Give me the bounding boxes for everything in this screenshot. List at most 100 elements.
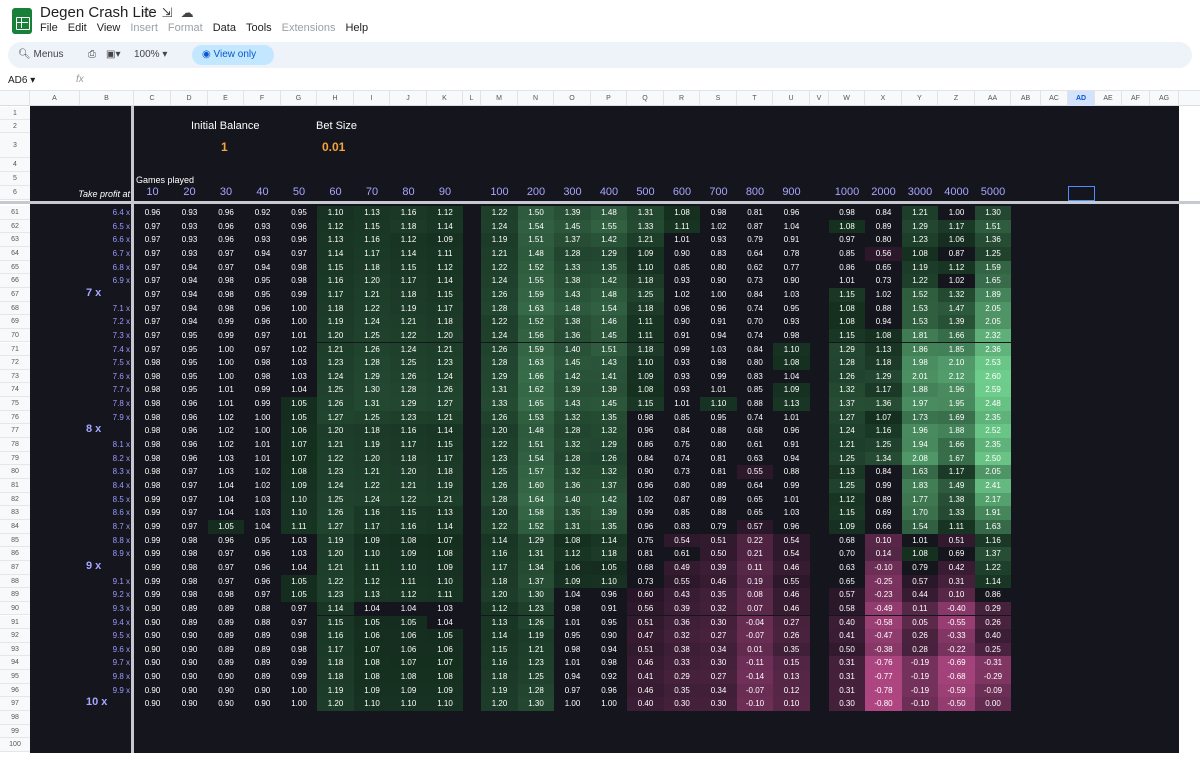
take-profit-multiplier[interactable]: 7.2 x: [112, 317, 130, 327]
result-cell[interactable]: 1.04: [291, 562, 307, 572]
result-cell[interactable]: 0.99: [218, 330, 234, 340]
result-cell[interactable]: 0.78: [783, 248, 800, 258]
result-cell[interactable]: 1.32: [554, 438, 591, 452]
result-cell[interactable]: 0.89: [218, 631, 234, 641]
row-header[interactable]: 71: [0, 342, 30, 357]
menu-help[interactable]: Help: [345, 22, 369, 34]
take-profit-multiplier[interactable]: 8.8 x: [112, 535, 130, 545]
result-cell[interactable]: 1.12: [317, 219, 354, 234]
menu-data[interactable]: Data: [212, 22, 236, 34]
result-cell[interactable]: 1.27: [829, 410, 865, 425]
result-cell[interactable]: 1.05: [390, 615, 427, 630]
result-cell[interactable]: 1.23: [317, 356, 354, 370]
result-cell[interactable]: 1.22: [317, 451, 354, 466]
result-cell[interactable]: 0.70: [747, 317, 763, 327]
result-cell[interactable]: 0.97: [144, 276, 161, 286]
result-cell[interactable]: 1.29: [518, 533, 554, 548]
row-header[interactable]: 84: [0, 519, 30, 534]
result-cell[interactable]: 0.93: [674, 358, 690, 368]
row-header[interactable]: 76: [0, 410, 30, 425]
result-cell[interactable]: 1.23: [902, 233, 938, 247]
result-cell[interactable]: 0.97: [181, 467, 198, 477]
result-cell[interactable]: 1.97: [902, 397, 938, 411]
result-cell[interactable]: 0.89: [254, 658, 271, 668]
result-cell[interactable]: 1.09: [554, 574, 591, 589]
result-cell[interactable]: 1.26: [591, 451, 627, 466]
result-cell[interactable]: 1.11: [427, 588, 463, 602]
result-cell[interactable]: 0.83: [747, 371, 763, 381]
result-cell[interactable]: 1.14: [317, 246, 354, 261]
result-cell[interactable]: 0.46: [627, 656, 664, 671]
result-cell[interactable]: 1.20: [481, 588, 518, 602]
result-cell[interactable]: 1.25: [390, 356, 427, 370]
row-header[interactable]: 93: [0, 642, 30, 657]
result-cell[interactable]: 1.15: [829, 506, 865, 520]
result-cell[interactable]: 1.28: [481, 356, 518, 370]
result-cell[interactable]: 0.83: [710, 248, 727, 258]
row-header[interactable]: 6: [0, 186, 30, 200]
column-header-af[interactable]: AF: [1122, 91, 1150, 106]
result-cell[interactable]: -0.58: [865, 615, 902, 630]
result-cell[interactable]: 0.73: [747, 276, 763, 286]
result-cell[interactable]: 0.75: [674, 440, 690, 450]
result-cell[interactable]: 0.96: [254, 549, 271, 559]
result-cell[interactable]: 2.35: [975, 438, 1011, 452]
take-profit-multiplier[interactable]: 7.8 x: [112, 399, 130, 409]
take-profit-multiplier[interactable]: 8.7 x: [112, 521, 130, 531]
result-cell[interactable]: 0.96: [181, 453, 198, 463]
result-cell[interactable]: 1.09: [829, 519, 865, 534]
result-cell[interactable]: 1.25: [518, 670, 554, 684]
result-cell[interactable]: 1.45: [591, 397, 627, 411]
result-cell[interactable]: 0.95: [181, 385, 198, 395]
result-cell[interactable]: 1.23: [427, 356, 463, 370]
result-cell[interactable]: 0.98: [291, 644, 307, 654]
result-cell[interactable]: 1.15: [829, 287, 865, 302]
result-cell[interactable]: 1.10: [627, 356, 664, 370]
result-cell[interactable]: 0.96: [254, 576, 271, 586]
menu-edit[interactable]: Edit: [67, 22, 87, 34]
result-cell[interactable]: 1.04: [218, 494, 234, 504]
row-header[interactable]: 82: [0, 492, 30, 507]
result-cell[interactable]: 1.05: [354, 615, 390, 630]
result-cell[interactable]: 1.37: [518, 574, 554, 589]
result-cell[interactable]: 1.47: [938, 301, 975, 316]
result-cell[interactable]: 0.94: [564, 672, 581, 682]
result-cell[interactable]: 0.90: [181, 658, 198, 668]
result-cell[interactable]: 1.21: [354, 465, 390, 479]
result-cell[interactable]: 1.10: [427, 574, 463, 589]
result-cell[interactable]: 1.50: [518, 206, 554, 220]
result-cell[interactable]: 1.15: [390, 260, 427, 275]
result-cell[interactable]: 1.55: [591, 219, 627, 234]
result-cell[interactable]: 1.48: [554, 301, 591, 316]
result-cell[interactable]: 0.31: [829, 656, 865, 671]
result-cell[interactable]: 1.22: [390, 328, 427, 343]
result-cell[interactable]: 0.51: [627, 615, 664, 630]
result-cell[interactable]: 1.18: [865, 356, 902, 370]
result-cell[interactable]: 0.87: [747, 221, 763, 231]
result-cell[interactable]: 1.89: [975, 287, 1011, 302]
result-cell[interactable]: 1.17: [427, 301, 463, 316]
result-cell[interactable]: 0.30: [700, 615, 737, 630]
result-cell[interactable]: -0.78: [865, 683, 902, 698]
result-cell[interactable]: 1.26: [481, 342, 518, 357]
take-profit-multiplier[interactable]: 9 x: [86, 559, 102, 572]
result-cell[interactable]: -0.50: [938, 697, 975, 712]
result-cell[interactable]: 1.26: [390, 369, 427, 384]
result-cell[interactable]: 1.65: [518, 397, 554, 411]
result-cell[interactable]: 1.86: [902, 342, 938, 357]
result-cell[interactable]: 2.05: [975, 465, 1011, 479]
result-cell[interactable]: 0.98: [144, 371, 161, 381]
result-cell[interactable]: 1.02: [875, 289, 892, 299]
result-cell[interactable]: 1.32: [938, 287, 975, 302]
result-cell[interactable]: 1.21: [390, 315, 427, 329]
result-cell[interactable]: 0.99: [144, 535, 161, 545]
column-header-ad[interactable]: AD: [1068, 91, 1095, 106]
result-cell[interactable]: 0.31: [938, 574, 975, 589]
take-profit-multiplier[interactable]: 8 x: [86, 423, 102, 436]
result-cell[interactable]: 1.22: [975, 560, 1011, 575]
column-header-m[interactable]: M: [481, 91, 518, 106]
result-cell[interactable]: 1.33: [481, 397, 518, 411]
result-cell[interactable]: 0.86: [985, 590, 1001, 600]
result-cell[interactable]: 0.38: [664, 642, 700, 657]
result-cell[interactable]: 1.35: [591, 260, 627, 275]
